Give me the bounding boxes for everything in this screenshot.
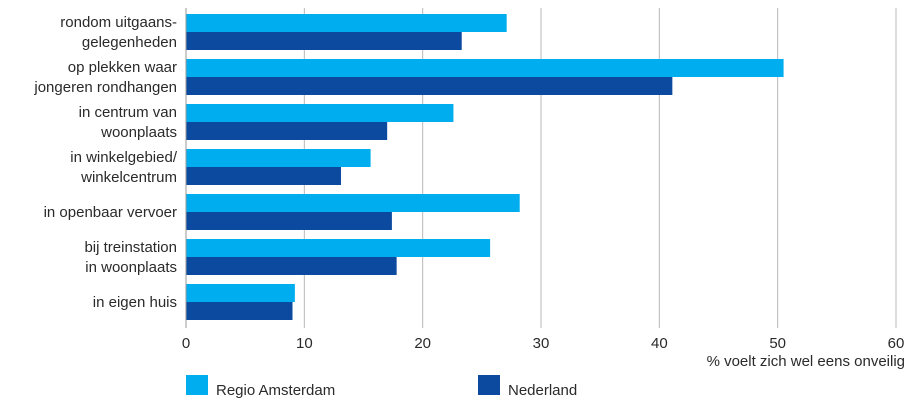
bar-nederland: [186, 257, 397, 275]
category-label: bij treinstation in woonplaats: [84, 239, 177, 276]
axis: 0 10 20 30 40 50 60: [182, 8, 905, 352]
x-tick-label: 30: [533, 335, 550, 352]
category-label-line: in centrum van: [79, 104, 177, 121]
x-tick-label: 40: [651, 335, 668, 352]
category-label-line: in woonplaats: [85, 259, 177, 276]
bar-nederland: [186, 122, 388, 140]
legend-swatch: [478, 375, 500, 395]
category-label-line: op plekken waar: [68, 59, 177, 76]
category-label: in winkelgebied/winkelcentrum: [70, 149, 178, 186]
category-label: in centrum van woonplaats: [79, 104, 177, 141]
category-label-line: gelegenheden: [82, 34, 177, 51]
category-label: in eigen huis: [93, 294, 177, 311]
category-label: op plekken waar jongeren rondhangen: [33, 59, 177, 96]
grid-lines: [303, 8, 897, 328]
category-label-line: in openbaar vervoer: [44, 204, 177, 221]
x-tick-label: 10: [296, 335, 313, 352]
legend: Regio Amsterdam Nederland: [186, 375, 577, 399]
category-label-line: rondom uitgaans-: [60, 14, 177, 31]
category-labels: rondom uitgaans-gelegenheden op plekken w…: [33, 14, 177, 311]
x-tick-label: 20: [414, 335, 431, 352]
category-label-line: in eigen huis: [93, 294, 177, 311]
category-label: rondom uitgaans-gelegenheden: [60, 14, 177, 51]
bar-regio-amsterdam: [186, 14, 507, 32]
category-label-line: in winkelgebied/: [70, 149, 178, 166]
bar-regio-amsterdam: [186, 149, 371, 167]
category-label-line: jongeren rondhangen: [33, 79, 177, 96]
bar-nederland: [186, 167, 342, 185]
x-tick-label: 50: [769, 335, 786, 352]
bars: [186, 14, 784, 320]
x-tick-label: 60: [888, 335, 905, 352]
bar-nederland: [186, 32, 462, 50]
category-label: in openbaar vervoer: [44, 204, 177, 221]
legend-swatch: [186, 375, 208, 395]
legend-label: Nederland: [508, 382, 577, 399]
bar-regio-amsterdam: [186, 284, 295, 302]
x-axis-title: % voelt zich wel eens onveilig: [707, 353, 905, 370]
bar-regio-amsterdam: [186, 194, 520, 212]
bar-regio-amsterdam: [186, 239, 491, 257]
bar-regio-amsterdam: [186, 104, 454, 122]
category-label-line: woonplaats: [100, 124, 177, 141]
x-tick-label: 0: [182, 335, 190, 352]
category-label-line: winkelcentrum: [80, 169, 177, 186]
bar-nederland: [186, 302, 293, 320]
bar-nederland: [186, 77, 673, 95]
category-label-line: bij treinstation: [84, 239, 177, 256]
bar-regio-amsterdam: [186, 59, 784, 77]
legend-label: Regio Amsterdam: [216, 382, 335, 399]
bar-nederland: [186, 212, 392, 230]
